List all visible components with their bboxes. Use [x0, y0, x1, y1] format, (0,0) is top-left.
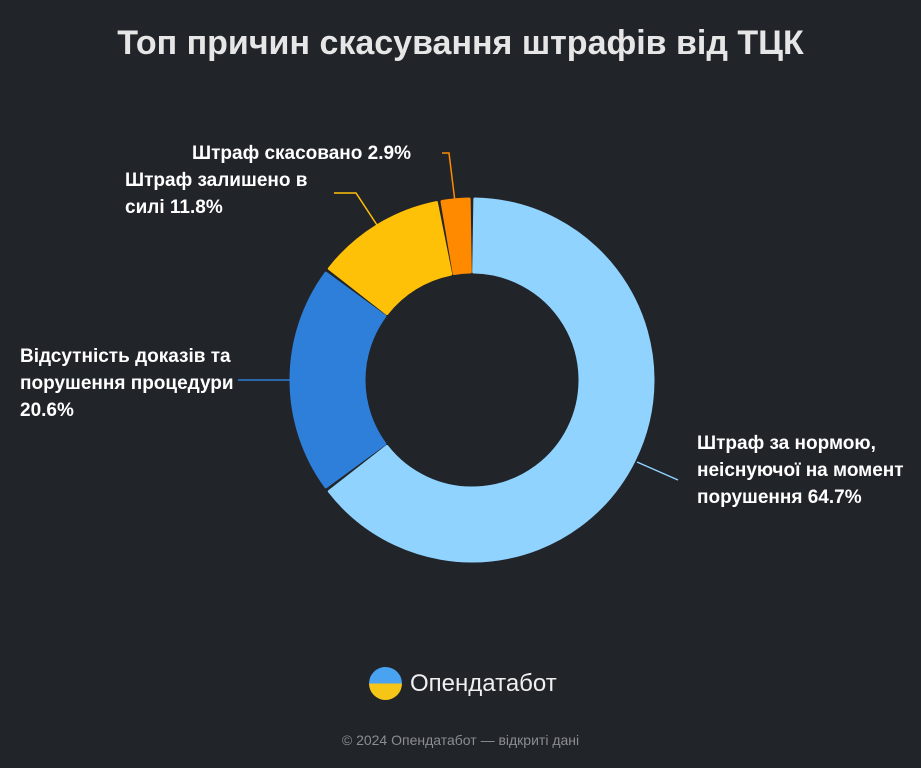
slice-label-2: Штраф залишено в силі 11.8% — [125, 170, 308, 218]
leader-line-0 — [636, 461, 679, 481]
chart-title: Топ причин скасування штрафів від ТЦК — [117, 24, 804, 62]
slice-label-3: Штраф скасовано 2.9% — [192, 143, 411, 164]
donut-slice-2 — [327, 201, 453, 316]
opendatabot-logo-icon — [369, 667, 402, 700]
footer-copyright: © 2024 Опендатабот — відкриті дані — [341, 732, 580, 748]
leader-line-3 — [442, 152, 456, 203]
donut-slice-3 — [440, 197, 472, 275]
donut-slice-1 — [289, 271, 387, 489]
slice-label-0: Штраф за нормою, неіснуючої на момент по… — [697, 433, 904, 508]
slice-label-1: Відсутність доказів та порушення процеду… — [20, 346, 234, 421]
brand-logo: Опендатабот — [369, 667, 557, 700]
leader-line-2 — [334, 192, 378, 226]
donut-slice-0 — [327, 197, 655, 563]
brand-name: Опендатабот — [410, 669, 557, 697]
